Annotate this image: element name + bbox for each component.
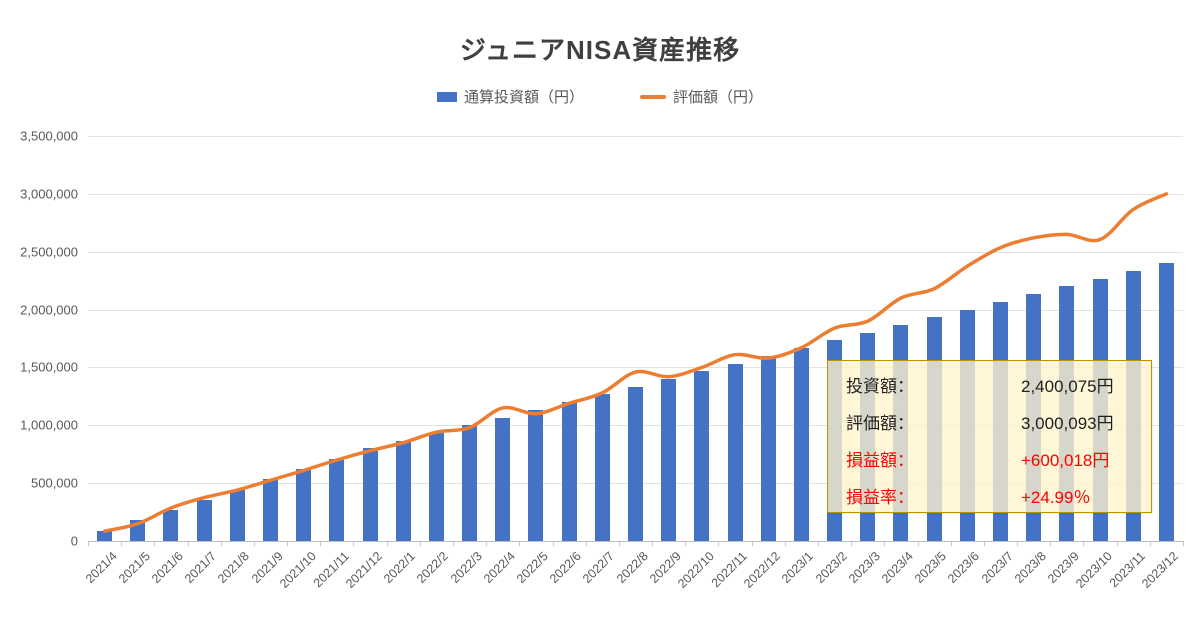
y-axis-label: 500,000 xyxy=(31,475,78,491)
investment-bar xyxy=(163,510,179,541)
x-axis-tick xyxy=(1116,541,1118,546)
x-axis-tick xyxy=(154,541,156,546)
info-row-value: +600,018円 xyxy=(1021,451,1110,470)
investment-bar xyxy=(561,402,577,541)
investment-bar xyxy=(395,440,411,541)
investment-bar xyxy=(694,371,710,541)
x-axis-line xyxy=(88,541,1183,542)
x-axis-tick xyxy=(1183,541,1184,546)
x-axis-tick xyxy=(950,541,952,546)
x-axis-tick xyxy=(851,541,853,546)
info-row-value: +24.99％ xyxy=(1021,488,1091,507)
x-axis-tick xyxy=(685,541,687,546)
x-axis-tick xyxy=(983,541,985,546)
gridline xyxy=(88,309,1183,311)
investment-bar xyxy=(130,520,146,541)
investment-bar xyxy=(594,394,610,541)
x-axis-tick xyxy=(486,541,488,546)
info-row-value: 3,000,093円 xyxy=(1021,414,1114,433)
investment-bar xyxy=(661,378,677,541)
x-axis-tick xyxy=(419,541,421,546)
y-axis-label: 2,000,000 xyxy=(20,302,78,318)
x-axis-tick xyxy=(784,541,786,546)
x-axis-tick xyxy=(220,541,222,546)
investment-bar xyxy=(760,355,776,541)
x-axis-tick xyxy=(88,541,89,546)
x-axis-tick xyxy=(751,541,753,546)
y-axis-label: 3,000,000 xyxy=(20,186,78,202)
investment-bar xyxy=(296,468,312,541)
x-axis-tick xyxy=(1083,541,1085,546)
x-axis-tick xyxy=(121,541,123,546)
x-axis-tick xyxy=(287,541,289,546)
info-row: 損益額： +600,018円 xyxy=(828,439,1151,473)
x-axis-tick xyxy=(353,541,355,546)
x-axis-tick xyxy=(818,541,819,546)
investment-bar xyxy=(528,409,544,541)
investment-bar xyxy=(628,386,643,541)
x-axis-tick xyxy=(187,541,189,546)
info-row: 投資額： 2,400,075円 xyxy=(828,365,1151,399)
info-row-label: 損益額： xyxy=(846,451,914,470)
investment-bar xyxy=(329,458,345,541)
summary-info-box: 投資額： 2,400,075円評価額： 3,000,093円損益額： +600,018… xyxy=(827,360,1152,513)
x-axis-tick xyxy=(1017,541,1019,546)
x-axis-tick xyxy=(320,541,322,546)
gridline xyxy=(88,136,1183,137)
x-axis-tick xyxy=(884,541,886,546)
x-axis-tick xyxy=(718,541,720,546)
investment-bar xyxy=(1158,263,1174,541)
x-axis-tick xyxy=(386,541,388,546)
gridline xyxy=(88,251,1183,253)
x-axis-tick xyxy=(652,541,654,546)
investment-bar xyxy=(727,363,743,541)
bar-series-swatch-icon xyxy=(436,91,457,102)
investment-bar xyxy=(97,530,113,541)
x-axis-tick xyxy=(253,541,255,546)
y-axis-label: 1,000,000 xyxy=(20,417,78,433)
x-axis-tick xyxy=(552,541,554,546)
x-axis-tick xyxy=(585,541,587,546)
x-axis-tick xyxy=(453,541,454,546)
y-axis-label: 2,500,000 xyxy=(20,244,78,260)
y-axis-label: 3,500,000 xyxy=(20,128,78,144)
legend-label-investment: 通算投資額（円） xyxy=(463,89,584,106)
info-row-label: 損益率： xyxy=(846,488,914,507)
y-axis-label: 1,500,000 xyxy=(20,359,78,375)
investment-bar xyxy=(462,425,478,541)
investment-bar xyxy=(793,348,809,541)
investment-bar xyxy=(362,448,378,541)
x-axis-tick xyxy=(618,541,620,546)
investment-bar xyxy=(495,417,511,541)
investment-bar xyxy=(263,479,278,541)
x-axis-tick xyxy=(519,541,521,546)
info-row: 損益率： +24.99％ xyxy=(828,476,1151,510)
investment-bar xyxy=(196,499,212,541)
x-axis-tick xyxy=(1050,541,1052,546)
gridline xyxy=(88,193,1183,195)
line-series-swatch-icon xyxy=(640,94,666,99)
x-axis-tick xyxy=(917,541,919,546)
info-row-value: 2,400,075円 xyxy=(1021,377,1114,396)
chart-legend: 通算投資額（円） 評価額（円） xyxy=(0,86,1200,107)
info-row-label: 評価額： xyxy=(846,414,914,433)
investment-bar xyxy=(428,432,444,541)
chart-title: ジュニアNISA資産推移 xyxy=(459,35,741,65)
x-axis-tick xyxy=(1149,541,1151,546)
info-row-label: 投資額： xyxy=(846,377,914,396)
legend-item-investment: 通算投資額（円） xyxy=(436,86,584,107)
info-row: 評価額： 3,000,093円 xyxy=(828,402,1151,436)
legend-item-valuation: 評価額（円） xyxy=(640,86,763,107)
investment-bar xyxy=(229,489,245,541)
y-axis-label: 0 xyxy=(70,533,78,549)
legend-label-valuation: 評価額（円） xyxy=(673,89,764,106)
